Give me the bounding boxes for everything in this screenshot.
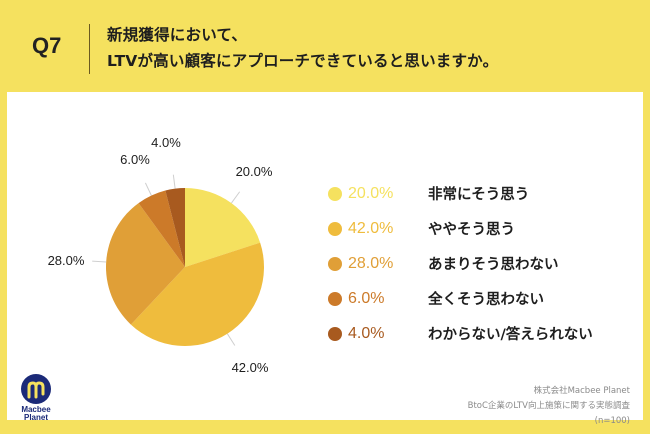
- pie-slice: [106, 203, 185, 325]
- macbee-planet-logo: Macbee Planet: [18, 374, 54, 422]
- question-title: 新規獲得において、 LTVが高い顧客にアプローチできていると思いますか。: [107, 22, 498, 74]
- legend-item: 28.0% あまりそう思わない: [328, 246, 593, 281]
- pie-data-label: 28.0%: [48, 253, 85, 268]
- legend-item: 6.0% 全くそう思わない: [328, 281, 593, 316]
- legend-item: 4.0% わからない/答えられない: [328, 316, 593, 351]
- pie-slice: [185, 188, 261, 267]
- question-number: Q7: [32, 33, 62, 58]
- legend-percentage: 4.0%: [348, 324, 385, 342]
- logo-text-line-1: Macbee: [21, 405, 51, 414]
- legend-dot-icon: [328, 326, 342, 341]
- pie-data-label: 42.0%: [232, 360, 269, 375]
- source-survey: BtoC企業のLTV向上施策に関する実態調査: [467, 401, 630, 411]
- legend-dot-icon: [328, 291, 342, 306]
- legend-percentage: 20.0%: [348, 184, 394, 202]
- legend: 20.0% 非常にそう思う 42.0% ややそう思う 28.0% あまりそう思わない 6.0…: [328, 176, 593, 351]
- legend-dot-icon: [328, 256, 342, 271]
- logo-mark-icon: [21, 374, 51, 404]
- header-divider: [89, 24, 90, 74]
- logo-text: Macbee Planet: [18, 406, 54, 422]
- legend-dot-icon: [328, 186, 342, 201]
- source-sample-size: (n=100): [594, 416, 630, 426]
- pie-leader-line: [172, 174, 176, 189]
- source-company: 株式会社Macbee Planet: [533, 386, 630, 396]
- title-line-2: LTVが高い顧客にアプローチできていると思いますか。: [107, 52, 499, 70]
- legend-percentage: 28.0%: [348, 254, 394, 272]
- legend-dot-icon: [328, 221, 342, 236]
- legend-label: ややそう思う: [428, 222, 515, 238]
- pie-slice: [165, 188, 185, 267]
- legend-label: わからない/答えられない: [428, 327, 593, 343]
- source-note: 株式会社Macbee Planet BtoC企業のLTV向上施策に関する実態調査…: [468, 384, 630, 429]
- legend-label: 非常にそう思う: [428, 187, 530, 203]
- pie-data-label: 4.0%: [151, 135, 181, 150]
- header: Q7 新規獲得において、 LTVが高い顧客にアプローチできていると思いますか。: [0, 0, 650, 92]
- pie-leader-line: [92, 260, 107, 263]
- pie-leader-line: [231, 191, 241, 204]
- legend-item: 20.0% 非常にそう思う: [328, 176, 593, 211]
- legend-label: あまりそう思わない: [428, 257, 559, 273]
- pie-data-label: 20.0%: [236, 164, 273, 179]
- legend-item: 42.0% ややそう思う: [328, 211, 593, 246]
- pie-slice: [138, 190, 185, 267]
- legend-percentage: 6.0%: [348, 289, 385, 307]
- legend-percentage: 42.0%: [348, 219, 394, 237]
- legend-label: 全くそう思わない: [428, 292, 544, 308]
- pie-leader-line: [226, 333, 236, 346]
- pie-slice: [130, 242, 264, 346]
- pie-leader-line: [144, 182, 152, 196]
- title-line-1: 新規獲得において、: [107, 26, 248, 44]
- pie-data-label: 6.0%: [120, 152, 150, 167]
- logo-text-line-2: Planet: [23, 413, 48, 422]
